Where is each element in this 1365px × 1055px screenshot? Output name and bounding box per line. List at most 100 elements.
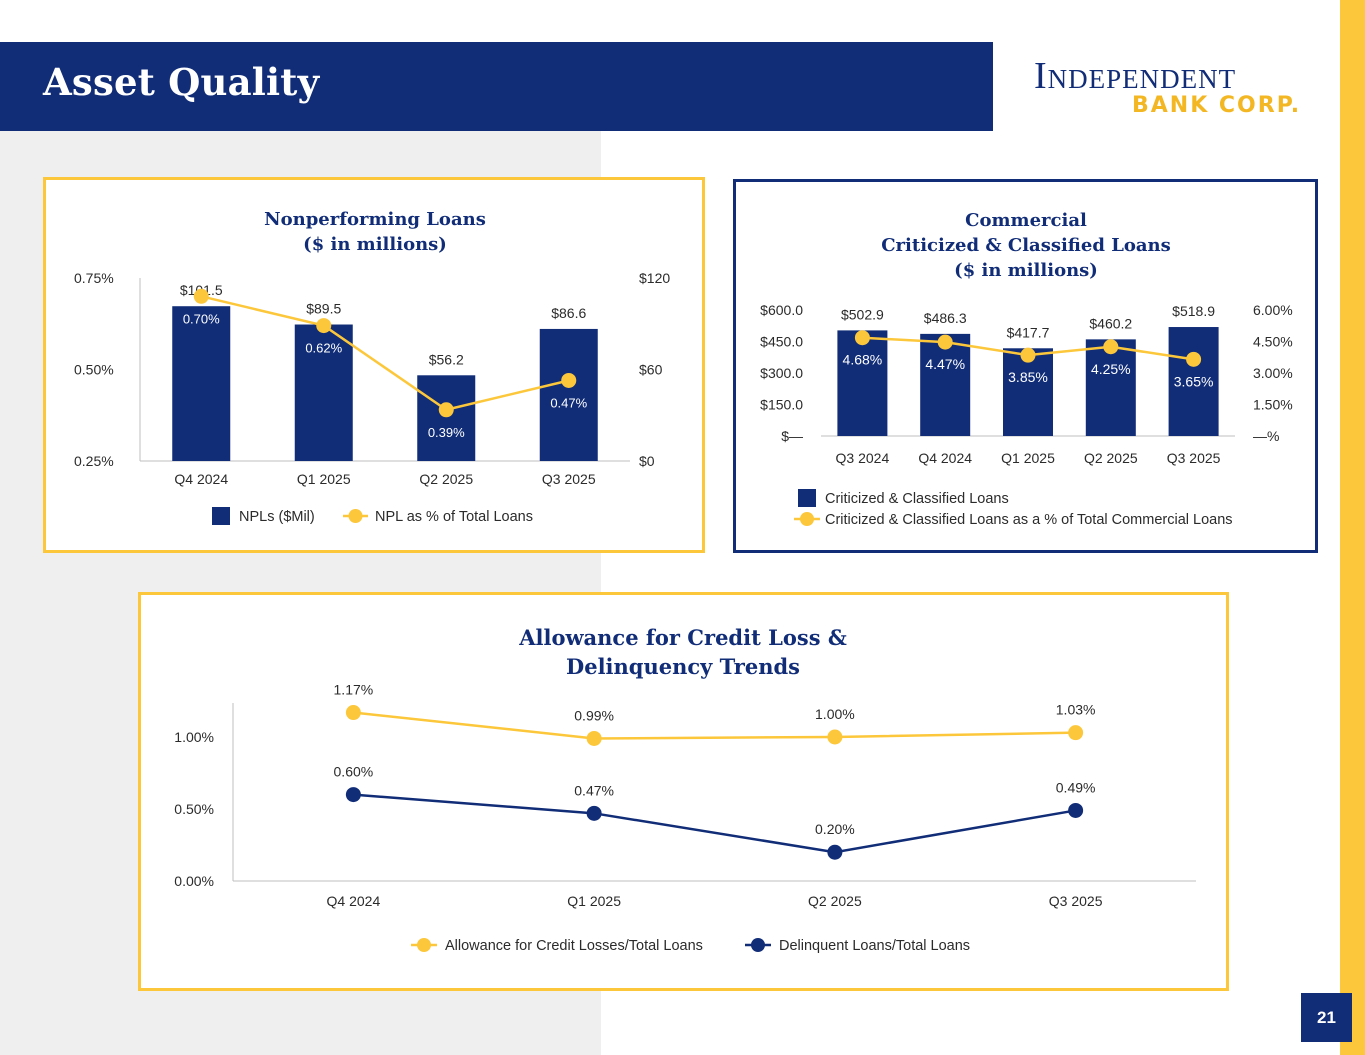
- logo-subtext: BANK CORP.: [1132, 93, 1302, 118]
- line-value-label: 0.49%: [1056, 779, 1096, 795]
- legend-line-marker: [417, 938, 431, 952]
- x-tick-label: Q4 2024: [327, 893, 381, 909]
- accent-stripe: [1340, 0, 1365, 1055]
- y-right-tick-label: 4.50%: [1253, 334, 1293, 350]
- legend-bar-swatch: [212, 507, 230, 525]
- y-left-tick-label: $150.0: [760, 397, 803, 413]
- criticized-chart: Commercial Criticized & Classified Loans (…: [760, 210, 1293, 528]
- line-value-label: 0.99%: [574, 707, 614, 723]
- line-point: [1186, 351, 1202, 367]
- y-left-tick-label: $600.0: [760, 302, 803, 318]
- y-left-tick-label: 0.50%: [74, 362, 114, 378]
- y-right-tick-label: 3.00%: [1253, 365, 1293, 381]
- legend-bar-label: Criticized & Classified Loans: [825, 491, 1009, 507]
- x-tick-label: Q4 2024: [174, 471, 228, 487]
- line-point: [438, 402, 454, 418]
- legend-line-marker: [348, 509, 363, 523]
- line-point: [854, 330, 870, 346]
- bar-value-label: $518.9: [1172, 303, 1215, 319]
- line-point: [1068, 725, 1084, 741]
- x-tick-label: Q1 2025: [297, 471, 351, 487]
- logo-text: Independent: [1034, 55, 1237, 97]
- y-right-tick-label: —%: [1253, 428, 1279, 444]
- line-point: [937, 334, 953, 350]
- chart-title-line: Commercial: [965, 210, 1087, 231]
- y-left-tick-label: $—: [781, 428, 803, 444]
- series-line: [353, 793, 1076, 854]
- allowance-chart-panel: Allowance for Credit Loss & Delinquency T…: [138, 592, 1229, 991]
- x-tick-label: Q2 2025: [1084, 450, 1138, 466]
- line-value-label: 4.68%: [843, 352, 883, 368]
- legend-line-marker: [800, 512, 814, 526]
- bar-value-label: $417.7: [1007, 324, 1050, 340]
- line-point: [316, 318, 332, 334]
- y-right-tick-label: $120: [639, 270, 670, 286]
- bar-value-label: $86.6: [551, 305, 586, 321]
- bar: [1085, 339, 1136, 436]
- legend-line-label: NPL as % of Total Loans: [375, 509, 533, 525]
- x-tick-label: Q3 2025: [542, 471, 596, 487]
- chart-subtitle: ($ in millions): [303, 234, 447, 255]
- criticized-chart-panel: Commercial Criticized & Classified Loans (…: [733, 179, 1318, 553]
- bar: [417, 375, 476, 461]
- y-right-tick-label: 6.00%: [1253, 302, 1293, 318]
- y-left-tick-label: $300.0: [760, 365, 803, 381]
- x-tick-label: Q3 2025: [1049, 893, 1103, 909]
- y-left-tick-label: 0.25%: [74, 453, 114, 469]
- line-point: [193, 288, 209, 304]
- line-point: [345, 787, 361, 803]
- bar-value-label: $460.2: [1089, 315, 1132, 331]
- bar-value-label: $89.5: [306, 301, 341, 317]
- bar-value-label: $502.9: [841, 306, 884, 322]
- line-value-label: 0.60%: [334, 764, 374, 780]
- bar-value-label: $486.3: [924, 310, 967, 326]
- chart-title-line: Delinquency Trends: [566, 654, 800, 679]
- series-line: [200, 295, 570, 412]
- line-point: [1020, 347, 1036, 363]
- line-point: [561, 372, 577, 388]
- line-value-label: 0.62%: [305, 341, 342, 356]
- line-value-label: 3.85%: [1008, 369, 1048, 385]
- y-right-tick-label: $0: [639, 453, 655, 469]
- line-point: [345, 705, 361, 721]
- npl-chart-panel: Nonperforming Loans ($ in millions) 0.75% 0…: [43, 177, 705, 553]
- x-tick-label: Q3 2025: [1167, 450, 1221, 466]
- bar: [172, 306, 231, 461]
- x-tick-label: Q2 2025: [419, 471, 473, 487]
- y-tick-label: 0.50%: [174, 801, 214, 817]
- legend-bar-label: NPLs ($Mil): [239, 509, 315, 525]
- x-tick-label: Q4 2024: [918, 450, 972, 466]
- chart-title-line: Allowance for Credit Loss &: [518, 625, 847, 650]
- bar: [539, 328, 598, 461]
- bar-value-label: $56.2: [429, 351, 464, 367]
- npl-chart: Nonperforming Loans ($ in millions) 0.75% 0…: [74, 209, 670, 525]
- allowance-chart: Allowance for Credit Loss & Delinquency T…: [174, 625, 1196, 954]
- x-tick-label: Q1 2025: [1001, 450, 1055, 466]
- y-tick-label: 1.00%: [174, 729, 214, 745]
- legend-line-marker: [751, 938, 765, 952]
- x-tick-label: Q3 2024: [836, 450, 890, 466]
- line-value-label: 0.47%: [550, 395, 587, 410]
- legend-line-label: Delinquent Loans/Total Loans: [779, 938, 970, 954]
- line-point: [1068, 802, 1084, 818]
- line-value-label: 4.25%: [1091, 361, 1131, 377]
- line-value-label: 1.03%: [1056, 702, 1096, 718]
- line-point: [827, 729, 843, 745]
- line-value-label: 1.17%: [334, 682, 374, 698]
- line-value-label: 0.39%: [428, 425, 465, 440]
- bar: [294, 324, 353, 461]
- line-value-label: 3.65%: [1174, 373, 1214, 389]
- line-point: [586, 730, 602, 746]
- line-value-label: 0.47%: [574, 782, 614, 798]
- y-left-tick-label: $450.0: [760, 334, 803, 350]
- bar: [1168, 327, 1219, 436]
- line-value-label: 1.00%: [815, 706, 855, 722]
- legend-bar-swatch: [798, 489, 816, 507]
- y-right-tick-label: 1.50%: [1253, 397, 1293, 413]
- x-tick-label: Q2 2025: [808, 893, 862, 909]
- title-bar: [0, 42, 993, 131]
- chart-title: Nonperforming Loans: [264, 209, 486, 230]
- chart-title-line: ($ in millions): [954, 260, 1098, 281]
- legend-line-label: Allowance for Credit Losses/Total Loans: [445, 938, 703, 954]
- y-left-tick-label: 0.75%: [74, 270, 114, 286]
